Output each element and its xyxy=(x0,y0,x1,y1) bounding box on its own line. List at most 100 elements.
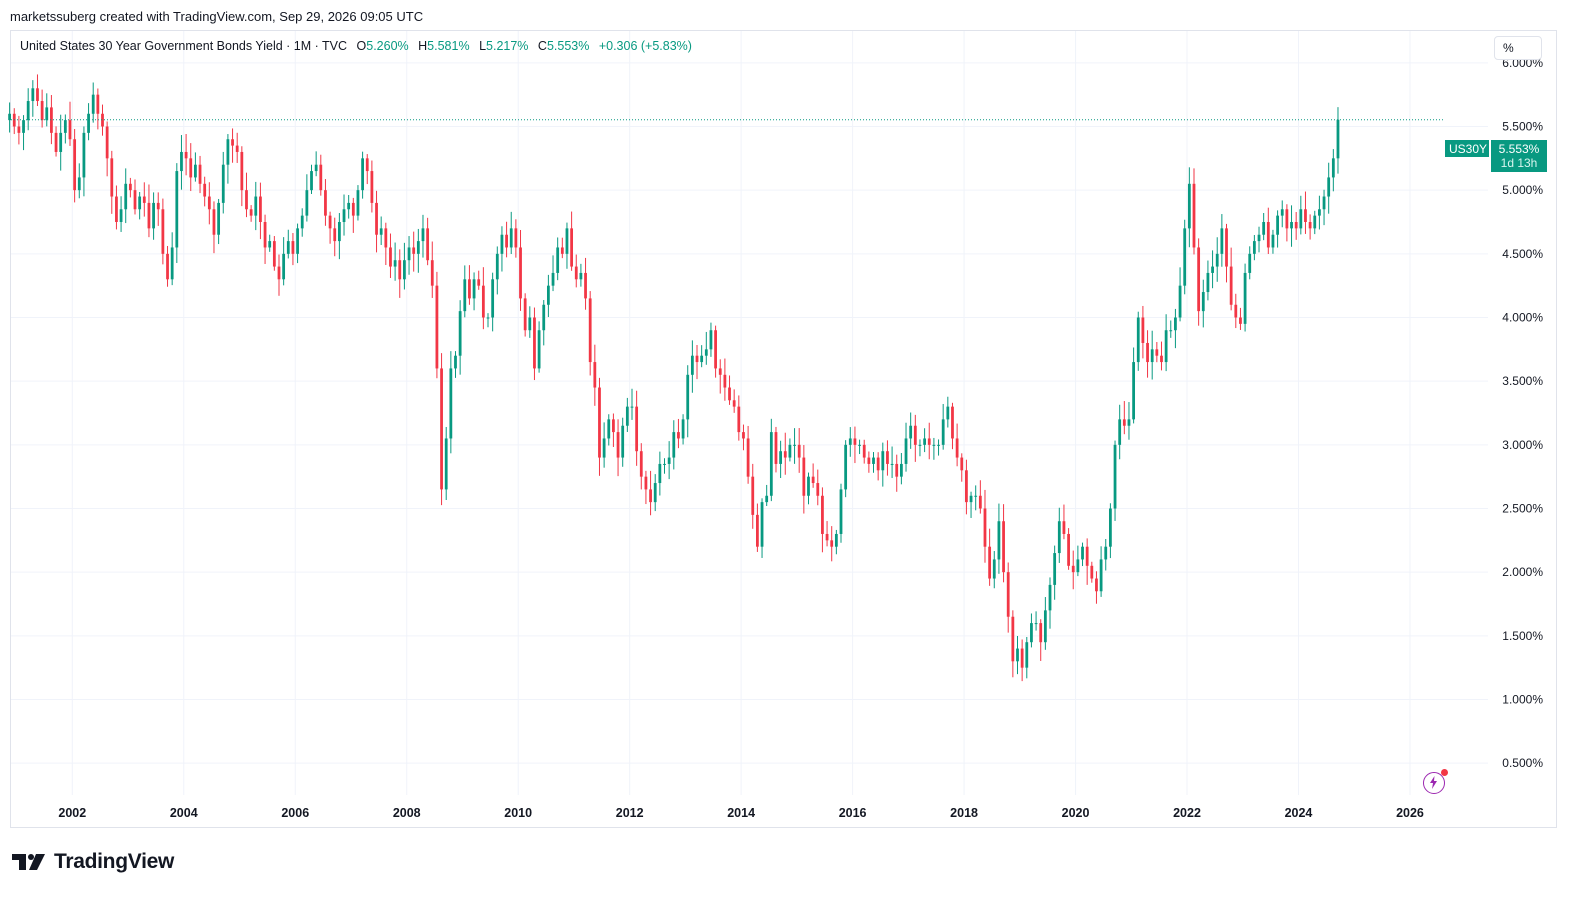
candle-body xyxy=(811,476,815,484)
candle-body xyxy=(519,247,522,299)
candle-body xyxy=(1299,209,1303,229)
candle-body xyxy=(881,451,885,471)
candle-body xyxy=(87,113,90,133)
candle-body xyxy=(997,521,1001,560)
candle-body xyxy=(1276,215,1279,235)
candle-body xyxy=(407,247,411,261)
x-tick-label: 2010 xyxy=(504,806,532,820)
candle-body xyxy=(1239,317,1242,324)
candle-body xyxy=(22,120,25,133)
lightning-icon[interactable] xyxy=(1423,769,1448,794)
candle-body xyxy=(978,495,982,509)
candle-body xyxy=(630,406,634,408)
candle-body xyxy=(533,317,536,369)
candle-body xyxy=(403,260,406,280)
candle-body xyxy=(1234,304,1238,318)
candle-body xyxy=(1318,209,1321,216)
candle-body xyxy=(1108,508,1112,547)
candle-body xyxy=(834,533,838,547)
candle-body xyxy=(1113,444,1117,509)
candle-body xyxy=(644,476,648,490)
candle-body xyxy=(180,151,183,172)
candle-body xyxy=(556,247,560,273)
candle-body xyxy=(310,171,313,191)
candle-body xyxy=(844,444,848,490)
candle-body xyxy=(625,406,629,426)
change-value: +0.306 (+5.83%) xyxy=(598,39,692,53)
candle-body xyxy=(50,107,53,133)
candle-body xyxy=(82,132,86,178)
chart-pane[interactable] xyxy=(10,30,1557,828)
candle-body xyxy=(932,444,936,446)
candle-body xyxy=(537,330,541,369)
candle-body xyxy=(31,88,35,102)
candle-body xyxy=(375,202,378,235)
y-tick-label: 1.000% xyxy=(1502,693,1543,707)
candle-body xyxy=(1127,419,1131,426)
candle-body xyxy=(872,457,875,464)
close-label: C xyxy=(537,39,547,53)
candle-body xyxy=(259,196,262,222)
candle-body xyxy=(351,202,355,216)
candle-body xyxy=(444,438,448,490)
candle-body xyxy=(1006,572,1010,617)
y-tick-label: 4.500% xyxy=(1502,247,1543,261)
candle-body xyxy=(486,317,490,319)
candle-body xyxy=(221,164,225,203)
candle-body xyxy=(899,463,903,477)
x-tick-label: 2004 xyxy=(170,806,198,820)
candle-body xyxy=(1336,119,1340,159)
tradingview-logo[interactable]: TradingView xyxy=(12,850,174,874)
candle-body xyxy=(481,285,485,318)
candle-body xyxy=(700,355,704,363)
y-tick-label: 0.500% xyxy=(1502,756,1543,770)
candle-body xyxy=(528,317,532,331)
candle-body xyxy=(296,228,299,254)
candle-body xyxy=(816,483,820,496)
candle-body xyxy=(1220,228,1224,254)
candle-body xyxy=(709,330,713,350)
candle-body xyxy=(119,209,123,222)
candle-body xyxy=(365,158,369,172)
candle-body xyxy=(779,451,783,464)
candle-body xyxy=(969,495,973,503)
open-value: 5.260% xyxy=(366,39,409,53)
symbol-description[interactable]: United States 30 Year Government Bonds Y… xyxy=(20,39,348,53)
candle-body xyxy=(1211,266,1214,273)
candle-body xyxy=(263,222,267,248)
candle-body xyxy=(1266,222,1270,248)
candle-body xyxy=(1308,222,1312,229)
candle-body xyxy=(1043,610,1047,643)
candle-body xyxy=(858,444,861,446)
candle-body xyxy=(272,241,276,267)
candle-body xyxy=(542,304,546,331)
candle-body xyxy=(449,368,453,439)
candle-body xyxy=(1090,565,1094,579)
candle-body xyxy=(1053,553,1057,585)
candle-body xyxy=(91,94,95,114)
candle-body xyxy=(198,164,202,184)
candle-body xyxy=(514,228,518,248)
price-unit-button[interactable]: % xyxy=(1494,36,1542,60)
x-tick-label: 2024 xyxy=(1285,806,1313,820)
candle-body xyxy=(1039,623,1043,643)
candle-body xyxy=(277,266,281,280)
candle-body xyxy=(690,355,694,375)
candle-body xyxy=(472,279,476,299)
candle-body xyxy=(909,425,913,439)
candle-body xyxy=(751,476,755,515)
candle-body xyxy=(830,540,834,547)
x-tick-label: 2006 xyxy=(281,806,309,820)
candle-body xyxy=(839,489,843,534)
y-tick-label: 3.000% xyxy=(1502,438,1543,452)
candle-body xyxy=(1030,623,1033,643)
candle-body xyxy=(765,495,769,503)
candle-body xyxy=(142,196,146,203)
candle-body xyxy=(848,438,852,445)
candle-body xyxy=(235,145,239,152)
candle-body xyxy=(1122,419,1126,426)
candle-body xyxy=(1225,228,1228,267)
candle-body xyxy=(1174,317,1177,331)
x-tick-label: 2008 xyxy=(393,806,421,820)
